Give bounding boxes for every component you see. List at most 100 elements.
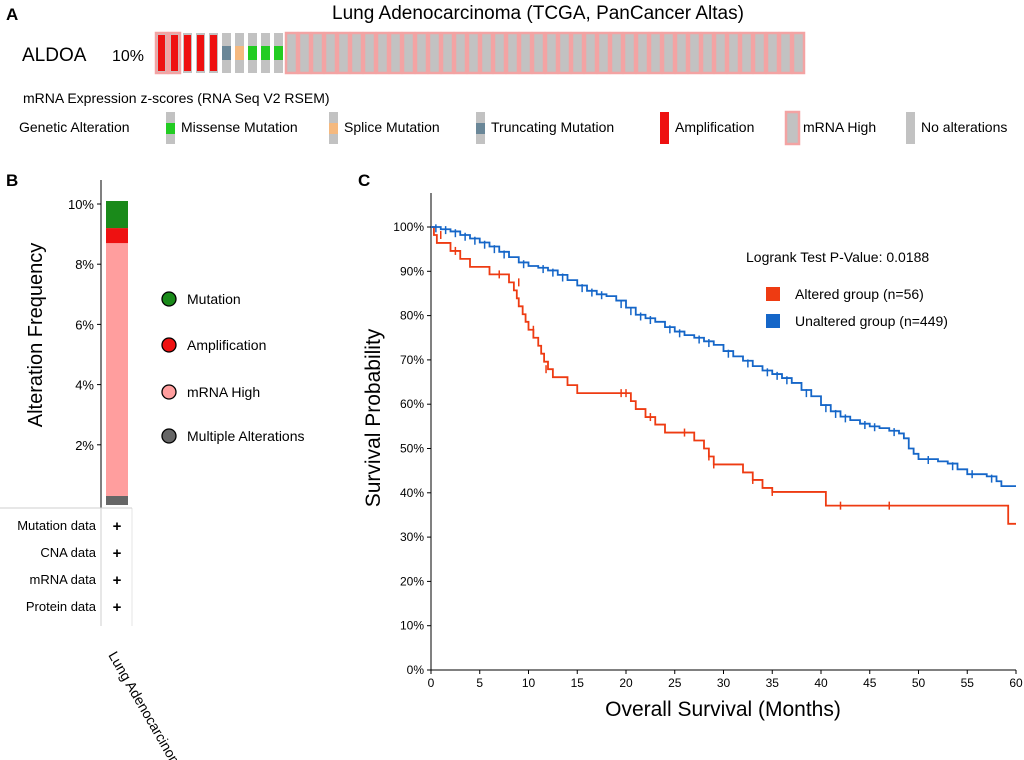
sample-mrna <box>323 31 338 75</box>
sample-mrna <box>297 31 312 75</box>
c-y-tick-label: 30% <box>400 530 424 544</box>
mrna-high-cell <box>427 31 442 75</box>
c-xlabel: Overall Survival (Months) <box>605 698 841 721</box>
splice-cell <box>235 46 244 60</box>
b-category-label: Lung Adenocarcinoma <box>105 649 189 760</box>
amplification-cell <box>197 35 204 71</box>
b-legend-dot <box>161 337 177 353</box>
c-legend-swatch <box>766 287 780 301</box>
sample-mrna <box>479 31 494 75</box>
mrna-high-cell <box>635 31 650 75</box>
bar-segment-multiple-alterations <box>106 495 128 505</box>
mrna-high-cell <box>791 31 806 75</box>
sample-mrna <box>570 31 585 75</box>
mrna-high-cell <box>401 31 416 75</box>
sample-splice <box>235 33 244 73</box>
b-ylabel: Alteration Frequency <box>25 243 47 428</box>
mrna-high-cell <box>596 31 611 75</box>
legend-trunc-swatch <box>476 123 485 134</box>
c-x-tick-label: 25 <box>668 676 682 690</box>
mrna-high-cell <box>362 31 377 75</box>
oncoprint-title: Lung Adenocarcinoma (TCGA, PanCancer Alt… <box>332 3 744 24</box>
sample-amp <box>183 33 192 73</box>
c-x-tick-label: 30 <box>717 676 731 690</box>
sample-amp <box>196 33 205 73</box>
sample-missense <box>261 33 270 73</box>
mrna-high-cell <box>375 31 390 75</box>
sample-mrna <box>505 31 520 75</box>
c-axes: 0 5 10 15 20 25 30 35 40 45 50 55 60 0% 10% 20% 30% 40% 50… <box>393 193 1023 690</box>
c-x-tick-label: 5 <box>476 676 483 690</box>
legend-missense: Missense Mutation <box>166 112 298 144</box>
sample-amp_mrna <box>154 31 169 75</box>
mrna-high-cell <box>544 31 559 75</box>
c-y-tick-label: 100% <box>393 220 424 234</box>
altered-curve <box>431 226 1016 525</box>
b-legend-label: Amplification <box>187 337 266 353</box>
c-legend-label: Unaltered group (n=449) <box>795 313 948 329</box>
sample-mrna <box>492 31 507 75</box>
missense-cell <box>248 46 257 60</box>
amplification-cell <box>171 35 178 71</box>
mrna-high-cell <box>661 31 676 75</box>
legend-label: Missense Mutation <box>181 119 298 135</box>
c-x-tick-label: 0 <box>428 676 435 690</box>
mrna-high-cell <box>323 31 338 75</box>
c-y-tick-label: 20% <box>400 574 424 588</box>
legend-mrna-swatch <box>784 110 801 146</box>
c-y-tick-label: 40% <box>400 486 424 500</box>
b-row-mark: + <box>113 518 122 535</box>
sample-mrna <box>375 31 390 75</box>
b-legend: Mutation Amplification mRNA High Multiple A… <box>161 291 305 444</box>
bar-segment-mrna-high <box>106 243 128 496</box>
b-row-mark: + <box>113 599 122 616</box>
mrna-high-cell <box>336 31 351 75</box>
bar-segment-amplification <box>106 228 128 244</box>
panel-b: B Alteration Frequency 2% 4% 6% 8% 10% Mutat… <box>0 171 305 760</box>
sample-mrna <box>661 31 676 75</box>
b-data-rows: Mutation data + CNA data + mRNA data + Protein… <box>0 507 133 626</box>
legend-mrna: mRNA High <box>784 110 876 146</box>
sample-mrna <box>531 31 546 75</box>
sample-mrna <box>765 31 780 75</box>
b-y-ticks: 2% 4% 6% 8% 10% <box>68 197 101 453</box>
b-tick-label: 6% <box>75 317 94 332</box>
b-row-mark: + <box>113 572 122 589</box>
amplification-cell <box>158 35 165 71</box>
mrna-high-cell <box>518 31 533 75</box>
oncoprint-legend: Missense Mutation Splice Mutation Truncati… <box>166 110 1007 146</box>
mrna-high-cell <box>674 31 689 75</box>
c-x-tick-label: 60 <box>1009 676 1023 690</box>
sample-amp <box>209 33 218 73</box>
sample-mrna <box>739 31 754 75</box>
oncoprint-track <box>154 31 806 75</box>
b-tick-label: 10% <box>68 197 94 212</box>
c-x-tick-label: 40 <box>814 676 828 690</box>
sample-mrna <box>700 31 715 75</box>
sample-mrna <box>544 31 559 75</box>
mrna-high-cell <box>479 31 494 75</box>
c-y-tick-label: 0% <box>407 663 425 677</box>
b-row-mark: + <box>113 545 122 562</box>
sample-mrna <box>466 31 481 75</box>
sample-mrna <box>726 31 741 75</box>
c-annotation: Logrank Test P-Value: 0.0188 <box>746 249 929 265</box>
sample-mrna <box>596 31 611 75</box>
mrna-high-cell <box>531 31 546 75</box>
sample-amp_mrna <box>167 31 182 75</box>
c-y-tick-label: 70% <box>400 353 424 367</box>
alteration-percent: 10% <box>112 48 144 65</box>
unaltered-curve <box>431 226 1016 488</box>
legend-label: Amplification <box>675 119 754 135</box>
sample-mrna <box>609 31 624 75</box>
sample-mrna <box>284 31 299 75</box>
sample-mrna <box>427 31 442 75</box>
c-curves <box>431 224 1016 525</box>
c-x-tick-label: 55 <box>961 676 975 690</box>
mrna-high-cell <box>453 31 468 75</box>
b-tick-label: 8% <box>75 257 94 272</box>
legend-label: Splice Mutation <box>344 119 440 135</box>
legend-amp: Amplification <box>660 112 754 144</box>
c-legend-swatch <box>766 314 780 328</box>
sample-mrna <box>713 31 728 75</box>
